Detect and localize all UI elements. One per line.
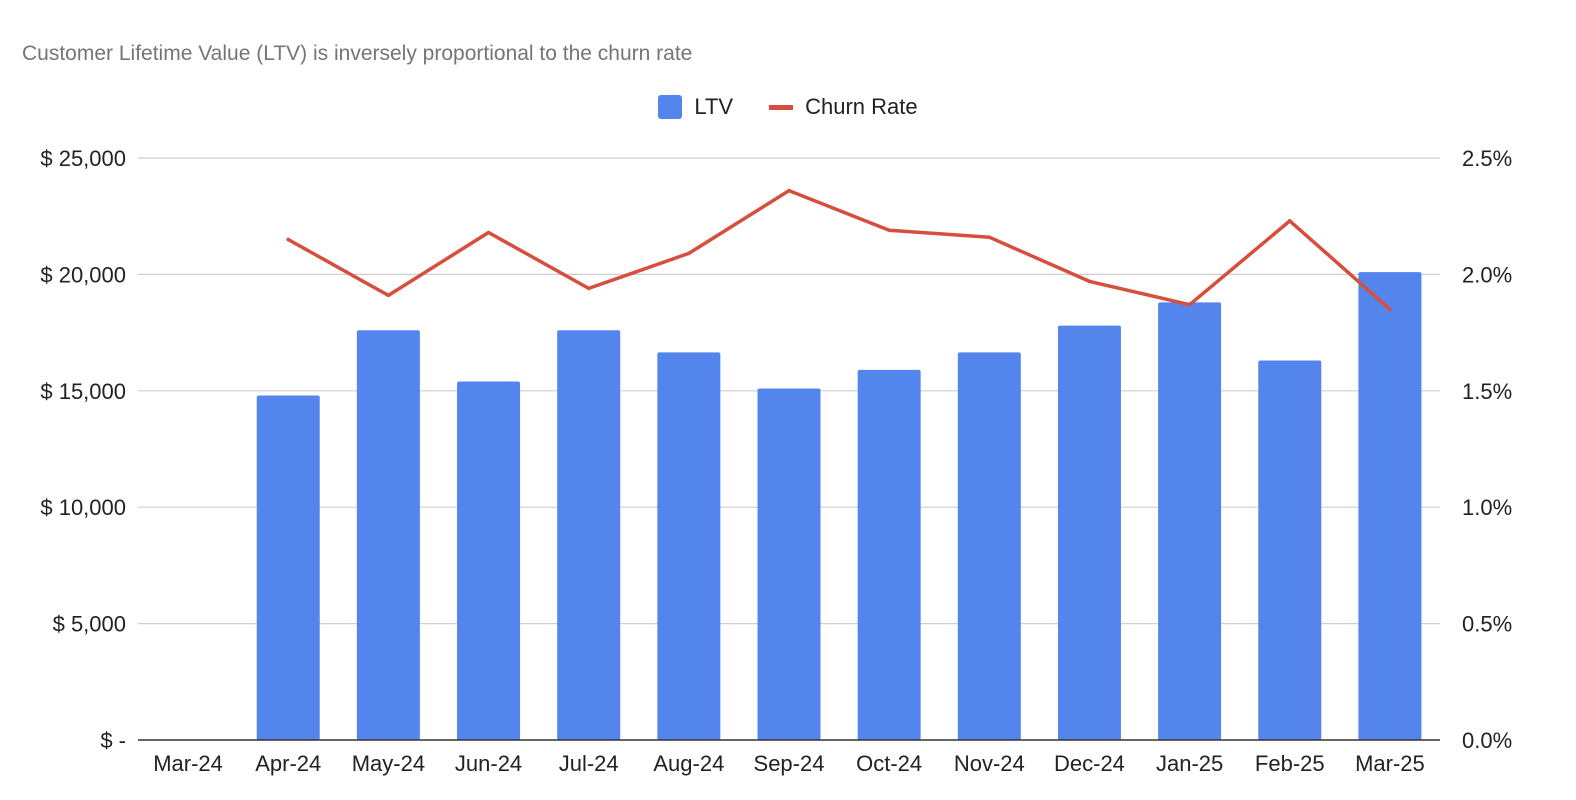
legend-entry-churn[interactable]: Churn Rate: [769, 94, 918, 120]
legend-label-ltv: LTV: [694, 94, 734, 119]
point-churn-rate: [1087, 279, 1092, 284]
point-churn-rate: [987, 235, 992, 239]
bar-ltv: [256, 395, 320, 740]
point-churn-rate: [486, 230, 491, 235]
x-tick-label: Dec-24: [1054, 751, 1125, 776]
y-right-tick-label: 2.5%: [1462, 146, 1512, 171]
bar-ltv: [657, 352, 721, 740]
bar-ltv: [557, 330, 621, 740]
y-right-tick-label: 0.5%: [1462, 612, 1512, 637]
y-left-tick-label: $ 10,000: [40, 495, 126, 520]
x-tick-label: Jan-25: [1156, 751, 1223, 776]
point-churn-rate: [787, 188, 791, 193]
bar-ltv: [957, 352, 1021, 740]
bar-ltv: [1258, 360, 1322, 740]
point-churn-rate: [1187, 302, 1192, 307]
bar-ltv: [356, 330, 420, 740]
y-left-tick-label: $ 15,000: [40, 379, 126, 404]
point-churn-rate: [286, 237, 291, 242]
y-left-tick-label: $ -: [100, 728, 126, 753]
x-tick-label: Oct-24: [856, 751, 922, 776]
x-tick-label: May-24: [352, 751, 425, 776]
bar-ltv: [1358, 272, 1422, 740]
x-tick-label: Jun-24: [455, 751, 522, 776]
legend-entry-ltv[interactable]: LTV: [658, 94, 733, 120]
x-tick-label: Mar-24: [153, 751, 223, 776]
x-tick-label: Feb-25: [1255, 751, 1325, 776]
bar-ltv: [757, 388, 821, 740]
point-churn-rate: [386, 293, 391, 298]
chart-title: Customer Lifetime Value (LTV) is inverse…: [22, 42, 693, 65]
point-churn-rate: [1287, 219, 1292, 223]
x-tick-label: Mar-25: [1355, 751, 1425, 776]
y-right-tick-label: 2.0%: [1462, 262, 1512, 287]
bar-ltv: [1057, 325, 1121, 740]
x-tick-label: Apr-24: [255, 751, 321, 776]
y-right-tick-label: 0.0%: [1462, 728, 1512, 753]
y-left-tick-label: $ 25,000: [40, 146, 126, 171]
point-churn-rate: [586, 286, 591, 291]
x-tick-label: Jul-24: [559, 751, 619, 776]
bar-ltv: [1158, 302, 1222, 740]
legend-swatch-ltv: [658, 95, 683, 119]
x-tick-label: Aug-24: [653, 751, 724, 776]
bar-ltv: [857, 369, 921, 740]
legend-swatch-churn: [769, 104, 794, 110]
legend: LTV Churn Rate: [0, 92, 1576, 122]
line-churn-rate: [286, 188, 1392, 312]
legend-label-churn: Churn Rate: [805, 94, 918, 119]
x-tick-label: Nov-24: [954, 751, 1025, 776]
y-right-tick-label: 1.5%: [1462, 379, 1512, 404]
bar-ltv: [457, 381, 521, 740]
point-churn-rate: [687, 251, 691, 256]
y-left-tick-label: $ 5,000: [53, 612, 126, 637]
x-tick-label: Sep-24: [754, 751, 825, 776]
point-churn-rate: [1388, 307, 1392, 312]
y-left-tick-label: $ 20,000: [40, 262, 126, 287]
point-churn-rate: [887, 228, 891, 232]
y-right-tick-label: 1.0%: [1462, 495, 1512, 520]
